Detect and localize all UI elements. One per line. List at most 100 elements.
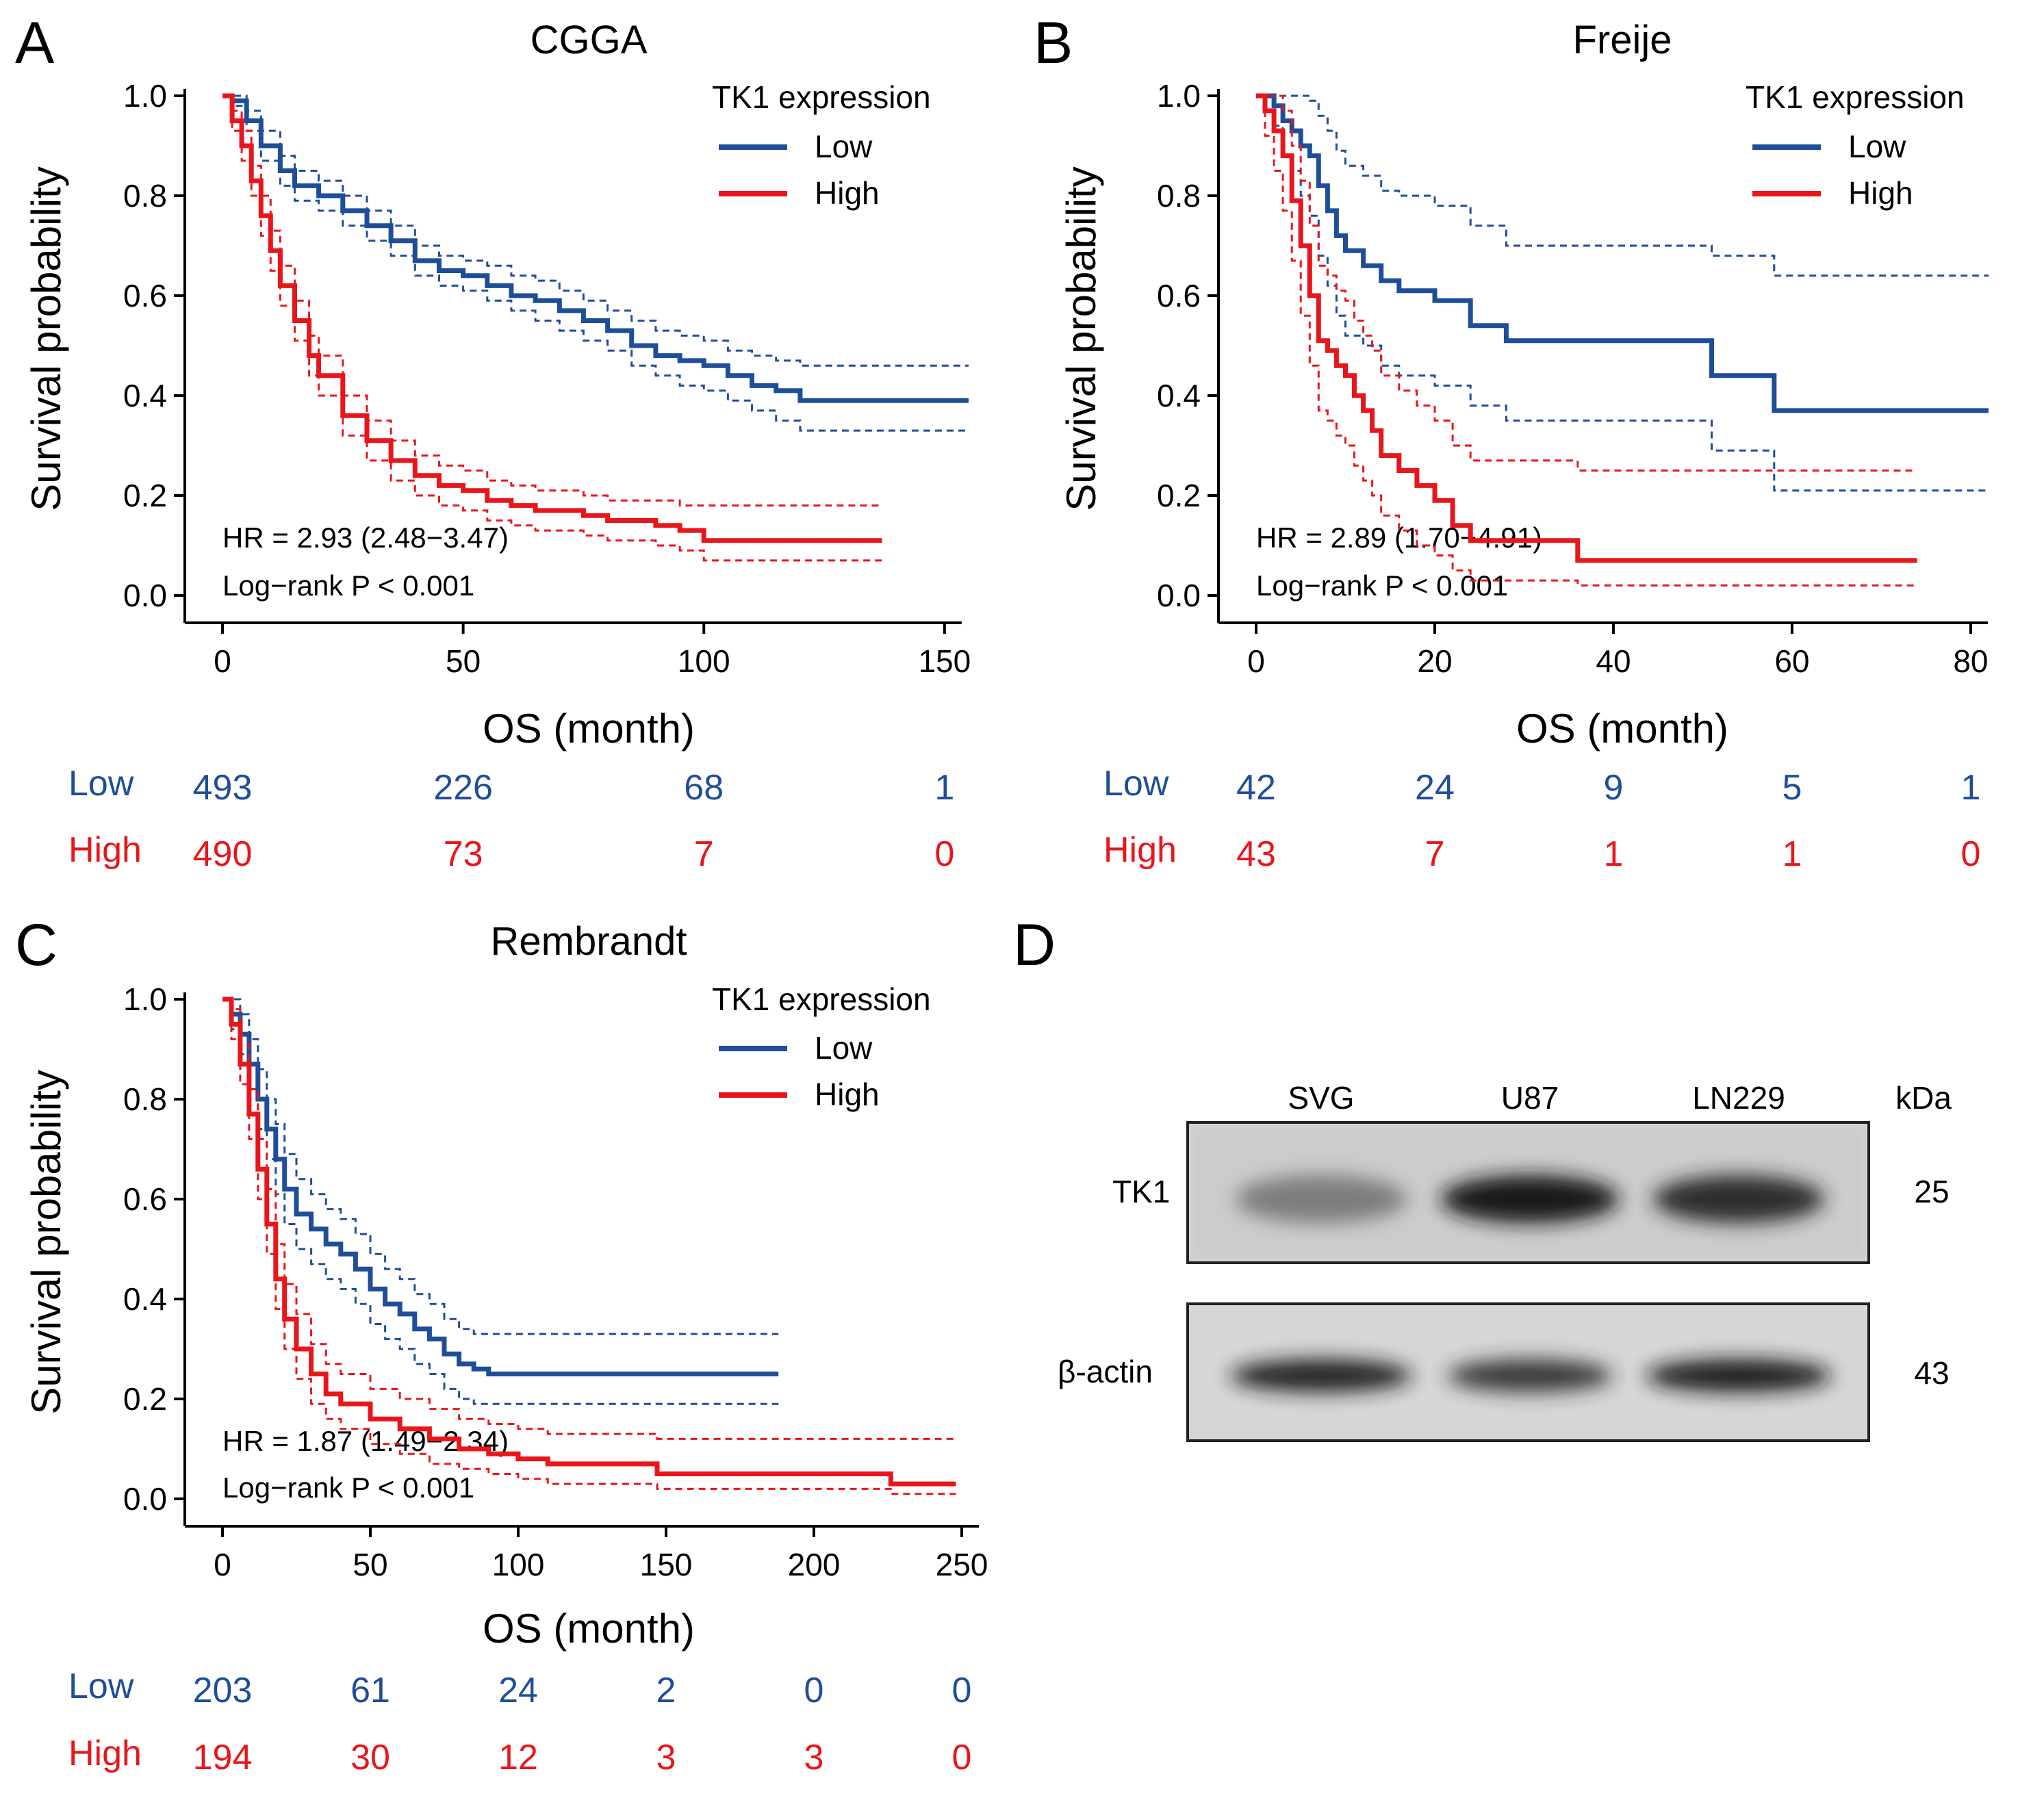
y-tick-label: 0.4 (123, 1281, 167, 1317)
y-tick-label: 0.2 (123, 1381, 167, 1417)
axes: 0.0 0.2 0.4 0.6 0.8 1.0 0 50 100 150 (123, 78, 971, 679)
mw-label-tk1: 25 (1914, 1174, 1949, 1209)
blot-tk1: TK1 25 (1112, 1121, 1950, 1264)
x-tick-label: 100 (492, 1547, 545, 1582)
y-tick-label: 0.4 (1157, 378, 1201, 413)
risk-table: Low 493 226 68 1 High 490 73 7 0 (68, 764, 954, 874)
risk-count: 7 (694, 834, 714, 874)
y-tick-label: 0.8 (123, 178, 167, 214)
x-tick-label: 150 (640, 1547, 693, 1582)
protein-label-beta-actin: β-actin (1058, 1354, 1153, 1389)
x-tick-label: 40 (1596, 643, 1631, 679)
legend-title: TK1 expression (712, 79, 931, 115)
y-tick-label: 0.2 (1157, 478, 1201, 513)
risk-count: 0 (804, 1671, 824, 1710)
risk-count: 3 (804, 1738, 824, 1777)
risk-count: 5 (1782, 768, 1802, 808)
survival-curve (222, 997, 956, 1487)
band-lane-2 (1448, 1359, 1612, 1392)
series-high (222, 93, 882, 562)
risk-count: 2 (656, 1671, 676, 1710)
x-tick-label: 100 (678, 643, 730, 679)
x-tick-label: 250 (936, 1547, 988, 1582)
risk-row-label-low: Low (68, 764, 134, 803)
risk-count: 7 (1425, 834, 1445, 874)
panel-letter-c: C (15, 912, 58, 978)
risk-count: 24 (1415, 768, 1455, 808)
risk-table: Low 42 24 9 5 1 High 43 7 1 1 0 (1103, 764, 1980, 874)
risk-count: 3 (656, 1738, 676, 1777)
risk-count: 1 (1782, 834, 1802, 874)
panel-letter-d: D (1013, 912, 1056, 978)
lane-label-ln229: LN229 (1692, 1080, 1785, 1116)
x-tick-label: 20 (1417, 643, 1452, 679)
km-plot-rembrandt: Rembrandt Survival probability OS (month… (23, 919, 988, 1777)
x-axis-label: OS (month) (483, 1606, 695, 1651)
pvalue-annotation: Log−rank P < 0.001 (1256, 569, 1508, 602)
risk-count: 1 (1960, 768, 1980, 808)
risk-count: 0 (934, 834, 954, 874)
panel-letter-a: A (15, 10, 55, 76)
y-tick-label: 1.0 (1157, 78, 1201, 114)
x-tick-label: 80 (1953, 643, 1988, 679)
legend-label-low: Low (1848, 129, 1906, 164)
risk-count: 24 (498, 1671, 538, 1710)
risk-count: 30 (350, 1738, 390, 1777)
risk-count: 1 (1603, 834, 1623, 874)
legend-label-low: Low (815, 1030, 873, 1066)
survival-curve (1256, 93, 1917, 563)
x-axis-label: OS (month) (1516, 706, 1728, 751)
risk-count: 0 (952, 1671, 972, 1710)
x-axis-label: OS (month) (483, 706, 695, 751)
y-tick-label: 0.4 (123, 378, 167, 413)
hr-annotation: HR = 2.93 (2.48−3.47) (222, 522, 509, 554)
risk-count: 12 (498, 1738, 538, 1777)
bands (1230, 1359, 1831, 1392)
y-tick-label: 0.0 (123, 1481, 167, 1517)
axes: 0.0 0.2 0.4 0.6 0.8 1.0 0 50 100 150 200 250 (123, 981, 988, 1582)
survival-curve (222, 93, 969, 403)
risk-count: 61 (350, 1671, 390, 1710)
y-axis-label: Survival probability (23, 166, 69, 511)
ci-upper-line (1256, 94, 1989, 277)
protein-label-tk1: TK1 (1112, 1174, 1170, 1209)
y-tick-label: 0.2 (123, 478, 167, 513)
legend-title: TK1 expression (1746, 79, 1965, 115)
chart-title: CGGA (531, 18, 648, 62)
y-tick-label: 0.8 (1157, 178, 1201, 214)
x-tick-label: 50 (446, 643, 481, 679)
series-low (222, 997, 779, 1405)
ci-upper-line (222, 94, 882, 507)
y-tick-label: 0.8 (123, 1081, 167, 1117)
bands (1236, 1175, 1824, 1223)
axes: 0.0 0.2 0.4 0.6 0.8 1.0 0 20 40 60 80 (1157, 78, 1988, 679)
legend-label-low: Low (815, 129, 873, 164)
ci-upper-line (222, 998, 956, 1440)
ci-lower-line (222, 998, 956, 1495)
km-plot-cgga: CGGA Survival probability OS (month) HR … (23, 18, 971, 874)
survival-curve (222, 93, 882, 543)
x-tick-label: 0 (214, 1547, 231, 1582)
risk-count: 42 (1236, 768, 1276, 808)
legend: TK1 expression Low High (712, 79, 931, 211)
legend: TK1 expression Low High (1746, 79, 1965, 211)
risk-row-label-high: High (68, 1734, 142, 1773)
lane-label-u87: U87 (1501, 1080, 1559, 1116)
risk-count: 226 (433, 768, 493, 808)
y-tick-label: 0.0 (1157, 578, 1201, 613)
risk-row-label-high: High (68, 830, 142, 870)
ci-upper-line (1256, 94, 1917, 472)
legend-label-high: High (1848, 175, 1913, 211)
panel-letter-b: B (1034, 10, 1073, 76)
risk-count: 1 (934, 768, 954, 808)
km-plot-freije: Freije Survival probability OS (month) H… (1058, 18, 1989, 874)
blot-beta-actin: β-actin 43 (1058, 1302, 1950, 1442)
legend-label-high: High (815, 175, 880, 211)
risk-row-label-low: Low (1103, 764, 1169, 803)
x-tick-label: 150 (918, 643, 971, 679)
risk-count: 43 (1236, 834, 1276, 874)
y-tick-label: 0.6 (123, 278, 167, 313)
y-axis-label: Survival probability (1058, 166, 1104, 511)
series-high (1256, 93, 1917, 587)
